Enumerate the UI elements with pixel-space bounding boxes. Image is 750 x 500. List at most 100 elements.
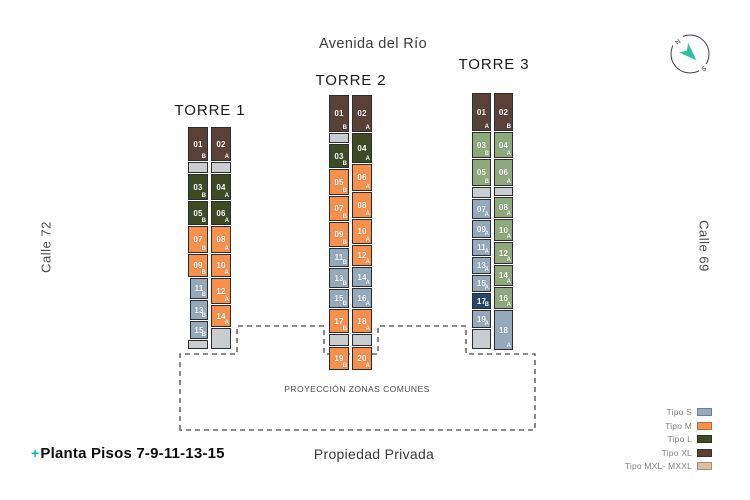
unit-number: 03	[334, 151, 344, 161]
unit-letter: B	[342, 188, 347, 194]
unit-letter: A	[365, 184, 370, 190]
tower-1: 01 B 03 B 05 B 07 B 09 B 11 B 13 B 15 B 02 A 04 A 06 A 08 A 10 A 1…	[188, 127, 231, 349]
unit-letter: A	[484, 285, 489, 291]
tower-2-unit-08: 08 A	[352, 192, 372, 218]
unit-letter: B	[342, 281, 347, 287]
tower-3-unit-02: 02 B	[494, 93, 513, 131]
tower-2-unit-11: 11 B	[329, 248, 349, 267]
unit-number: 11	[477, 243, 486, 252]
tower-3-unit-04: 04 A	[494, 132, 513, 158]
unit-number: 09	[476, 224, 487, 234]
tower-3-unit-14: 14 A	[494, 265, 513, 286]
legend-swatch-icon	[697, 448, 712, 457]
unit-letter: B	[342, 260, 347, 266]
unit-number: 12	[357, 251, 367, 260]
compass-south-label: S	[700, 65, 708, 74]
unit-letter: A	[365, 156, 370, 162]
tower-3-unit-03: 03 B	[472, 132, 491, 158]
unit-letter: A	[506, 151, 511, 157]
unit-letter: B	[484, 151, 489, 157]
unit-letter: A	[506, 302, 511, 308]
unit-letter: A	[224, 297, 229, 303]
legend-swatch-icon	[697, 462, 712, 470]
legend-label: Tipo XL	[661, 447, 692, 458]
unit-number: 03	[193, 182, 203, 192]
unit-number: 15	[476, 279, 487, 288]
legend-label: Tipo M	[665, 420, 692, 431]
tower-2-unit-05: 05 B	[329, 169, 349, 195]
unit-letter: A	[484, 212, 489, 218]
compass-arrow-icon	[679, 43, 697, 61]
tower-1-unit-15: 15 B	[190, 321, 208, 339]
tower-3-unit-13: 13 A	[472, 257, 491, 274]
unit-number: 02	[357, 109, 367, 118]
unit-number: 14	[216, 311, 226, 321]
unit-number: 02	[216, 139, 226, 149]
tower-1-unit-10: 10 A	[211, 254, 231, 277]
tower-3-column-1: 01 A 03 B 05 B 07 A 09 A 11 A 13 A 15 A 17 B 19 A	[472, 93, 491, 350]
legend-row-tipo-mxl-mxxl: Tipo MXL- MXXL	[625, 461, 712, 471]
unit-letter: A	[506, 279, 511, 285]
tower-2-unit-03: 03 B	[329, 144, 349, 168]
tower-1-unit-04: 04 A	[211, 174, 231, 200]
unit-letter: A	[484, 249, 489, 255]
unit-number: 03	[476, 140, 487, 150]
unit-letter: B	[342, 214, 347, 220]
tower-1-unit-05: 05 B	[188, 201, 208, 225]
unit-letter: B	[201, 218, 206, 224]
tower-1-unit-12: 12 A	[211, 278, 231, 304]
tower-2-common-band	[329, 334, 349, 346]
unit-number: 10	[216, 261, 226, 270]
unit-number: 04	[357, 143, 367, 153]
legend-label: Tipo S	[666, 407, 692, 417]
unit-number: 07	[193, 235, 203, 244]
unit-letter: B	[342, 161, 347, 167]
tower-2-unit-14: 14 A	[352, 267, 372, 287]
unit-letter: B	[201, 313, 206, 319]
tower-3-column-2: 02 B 04 A 06 A 08 A 10 A 12 A 14 A 16 A 18 A	[494, 93, 513, 350]
tower-2-label: TORRE 2	[315, 72, 387, 89]
unit-number: 13	[194, 305, 204, 315]
unit-number: 05	[193, 208, 203, 218]
tower-1-unit-01: 01 B	[188, 127, 208, 161]
unit-letter: A	[365, 125, 370, 131]
unit-number: 16	[357, 293, 367, 303]
tower-2-unit-15: 15 B	[329, 289, 349, 308]
unit-number: 13	[334, 273, 344, 283]
tower-2-unit-16: 16 A	[352, 288, 372, 308]
unit-type-legend: Tipo S Tipo M Tipo L Tipo XL Tipo MXL- MXXL	[625, 407, 712, 471]
unit-number: 01	[193, 139, 203, 149]
unit-number: 13	[476, 261, 487, 270]
unit-letter: A	[506, 257, 511, 263]
unit-number: 05	[334, 177, 344, 187]
tower-1-unit-03: 03 B	[188, 174, 208, 200]
tower-2-column-2: 02 A 04 A 06 A 08 A 10 A 12 A 14 A 16 A 18 A 20 A	[352, 95, 372, 370]
unit-letter: A	[484, 267, 489, 273]
tower-3-unit-09: 09 A	[472, 220, 491, 238]
unit-letter: B	[506, 124, 511, 130]
tower-2-unit-12: 12 A	[352, 245, 372, 266]
tower-2-unit-18: 18 A	[352, 309, 372, 333]
unit-letter: A	[365, 259, 370, 265]
unit-letter: B	[201, 332, 206, 338]
unit-number: 11	[194, 284, 204, 293]
tower-3-common-band	[472, 187, 491, 198]
tower-2-unit-17: 17 B	[329, 309, 349, 333]
tower-1-label: TORRE 1	[174, 102, 246, 119]
tower-3-label: TORRE 3	[458, 56, 530, 73]
unit-number: 06	[357, 173, 367, 182]
unit-number: 19	[476, 314, 487, 324]
unit-letter: A	[506, 179, 511, 185]
unit-number: 07	[334, 204, 344, 213]
unit-letter: A	[224, 218, 229, 224]
tower-2-unit-06: 06 A	[352, 164, 372, 191]
unit-letter: A	[224, 246, 229, 252]
unit-number: 18	[357, 316, 367, 326]
unit-number: 10	[498, 225, 509, 235]
plan-floors-title[interactable]: + Planta Pisos 7-9-11-13-15	[31, 445, 225, 462]
tower-2-unit-04: 04 A	[352, 133, 372, 163]
unit-letter: A	[484, 124, 489, 130]
unit-number: 02	[498, 107, 509, 117]
unit-letter: B	[201, 292, 206, 298]
